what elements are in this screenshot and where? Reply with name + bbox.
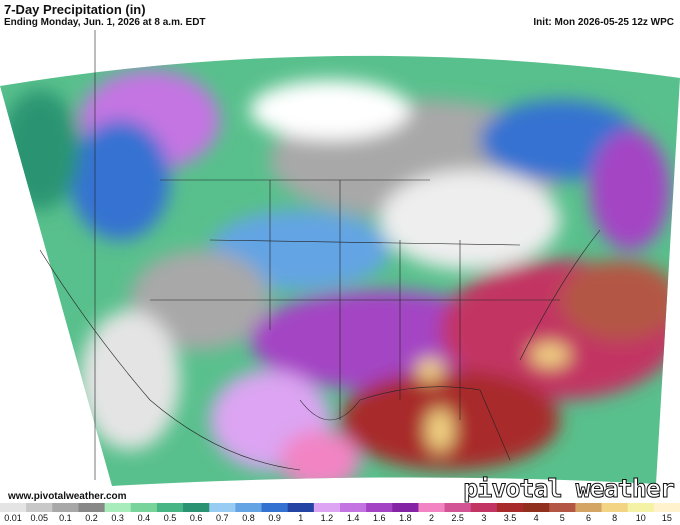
colorbar-label: 0.4 xyxy=(138,513,151,523)
colorbar-label: 1.2 xyxy=(321,513,334,523)
colorbar-swatch xyxy=(261,503,289,512)
colorbar-swatch xyxy=(313,503,341,512)
colorbar-label: 8 xyxy=(612,513,617,523)
colorbar-swatch xyxy=(392,503,419,512)
colorbar-swatch xyxy=(104,503,132,512)
colorbar-swatch xyxy=(549,503,576,512)
title: 7-Day Precipitation (in) xyxy=(4,2,146,17)
colorbar-swatch xyxy=(366,503,393,512)
colorbar-label: 1.6 xyxy=(373,513,386,523)
boundaries xyxy=(39,30,601,480)
colorbar-label: 2 xyxy=(429,513,434,523)
colorbar: 0.01 0.05 0.1 0.2 0.3 0.4 0.5 0.6 0.7 0.8 0.9 1 1.2 1… xyxy=(0,503,680,523)
colorbar-swatch xyxy=(496,503,524,512)
colorbar-label: 1.8 xyxy=(399,513,412,523)
colorbar-label: 4 xyxy=(534,513,539,523)
colorbar-swatch xyxy=(287,503,315,512)
colorbar-swatch xyxy=(26,503,53,512)
colorbar-label: 2.5 xyxy=(451,513,464,523)
colorbar-label: 5 xyxy=(560,513,565,523)
colorbar-swatch xyxy=(235,503,263,512)
colorbar-swatch xyxy=(627,503,655,512)
colorbar-label: 0.1 xyxy=(59,513,72,523)
colorbar-swatch xyxy=(183,503,210,512)
colorbar-label: 0.2 xyxy=(85,513,98,523)
colorbar-label: 0.9 xyxy=(268,513,281,523)
colorbar-swatch xyxy=(418,503,446,512)
colorbar-swatch xyxy=(523,503,550,512)
colorbar-label: 15 xyxy=(662,513,672,523)
logo: pivotal weather xyxy=(463,474,676,504)
colorbar-label: 6 xyxy=(586,513,591,523)
colorbar-swatch xyxy=(78,503,106,512)
colorbar-swatch xyxy=(52,503,79,512)
colorbar-swatch xyxy=(156,503,184,512)
colorbar-label: 3.5 xyxy=(504,513,517,523)
init-time: Init: Mon 2026-05-25 12z WPC xyxy=(533,17,674,28)
colorbar-swatch xyxy=(130,503,158,512)
colorbar-swatch xyxy=(340,503,367,512)
colorbar-label: 0.5 xyxy=(164,513,177,523)
colorbar-swatch xyxy=(0,503,27,512)
colorbar-label: 1.4 xyxy=(347,513,360,523)
colorbar-label: 3 xyxy=(481,513,486,523)
colorbar-label: 10 xyxy=(636,513,646,523)
subtitle: Ending Monday, Jun. 1, 2026 at 8 a.m. ED… xyxy=(4,17,206,28)
colorbar-swatch xyxy=(470,503,498,512)
colorbar-label: 0.8 xyxy=(242,513,255,523)
colorbar-label: 0.3 xyxy=(111,513,124,523)
precip-field xyxy=(0,55,680,486)
colorbar-swatch xyxy=(444,503,472,512)
colorbar-label: 0.05 xyxy=(30,513,48,523)
colorbar-swatch xyxy=(209,503,236,512)
website: www.pivotalweather.com xyxy=(8,491,127,502)
colorbar-label: 1 xyxy=(298,513,303,523)
colorbar-label: 0.01 xyxy=(4,513,22,523)
colorbar-swatch xyxy=(575,503,603,512)
colorbar-swatch xyxy=(653,503,680,512)
colorbar-label: 0.6 xyxy=(190,513,203,523)
colorbar-swatch xyxy=(601,503,629,512)
colorbar-label: 0.7 xyxy=(216,513,229,523)
